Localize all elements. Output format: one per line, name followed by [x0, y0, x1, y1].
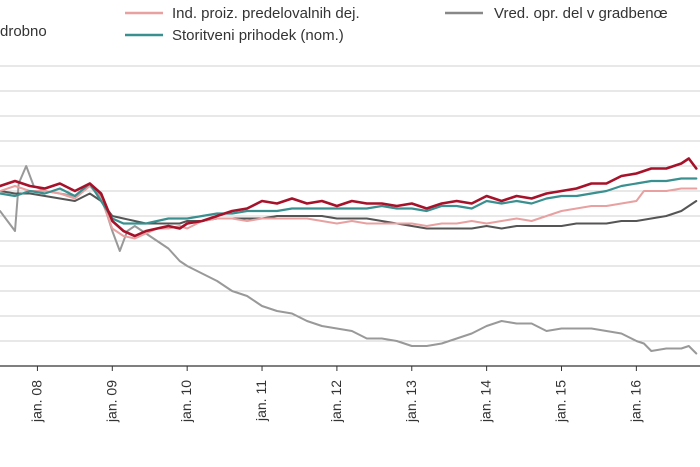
x-tick-label: jan. 08	[28, 380, 44, 423]
series-lines	[0, 157, 698, 355]
series-line-services	[0, 177, 698, 225]
legend-label-construction: Vred. opr. del v gradbenœ	[494, 5, 668, 22]
legend-label-services: Storitveni prihodek (nom.)	[172, 27, 344, 44]
legend-label-retail: drobno	[0, 23, 47, 40]
x-tick-label: jan. 12	[328, 380, 344, 423]
x-tick-label: jan. 10	[178, 380, 194, 423]
x-axis	[0, 365, 700, 371]
x-tick-label: jan. 15	[552, 380, 568, 423]
x-tick-label: jan. 14	[478, 380, 494, 423]
series-line-construction-dark	[0, 190, 698, 230]
x-tick-label: jan. 13	[403, 380, 419, 423]
series-line-manufacturing	[0, 185, 698, 240]
x-tick-labels: jan. 08 jan. 09 jan. 10 jan. 11 jan. 12 jan. …	[28, 380, 643, 423]
x-tick-label: jan. 16	[627, 380, 643, 423]
x-tick-label: jan. 11	[253, 380, 269, 422]
series-line-retail	[0, 157, 698, 238]
gridlines	[0, 65, 700, 367]
x-tick-label: jan. 09	[103, 380, 119, 423]
legend-label-manufacturing: Ind. proiz. predelovalnih dej.	[172, 5, 360, 22]
legend: drobno Ind. proiz. predelovalnih dej. Stor…	[0, 5, 668, 44]
